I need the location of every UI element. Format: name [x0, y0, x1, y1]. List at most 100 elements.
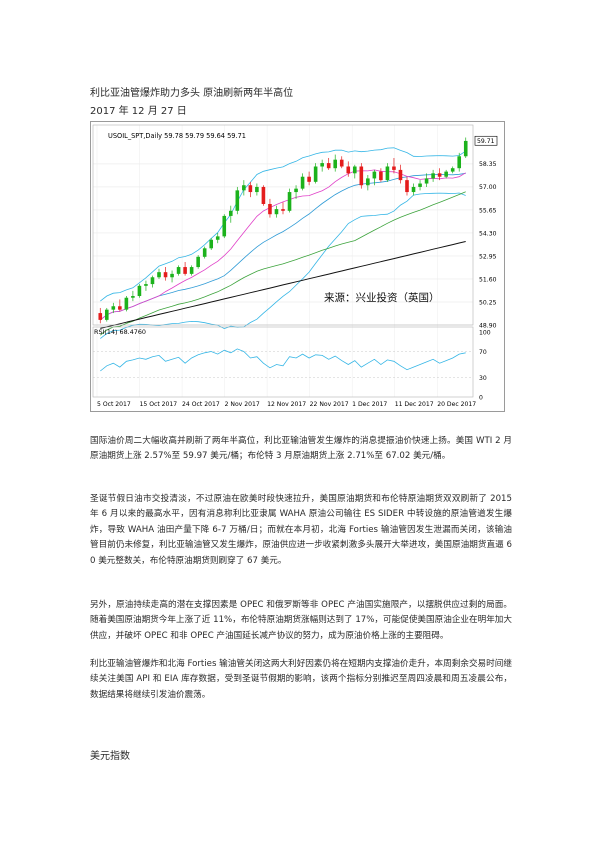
rsi-tick-label: 30 — [479, 375, 487, 382]
candle-up — [372, 171, 377, 179]
price-tick-label: 52.95 — [479, 253, 497, 260]
candle-up — [215, 236, 220, 240]
rsi-panel-border — [92, 326, 474, 398]
candle-up — [209, 239, 214, 249]
candle-down — [405, 180, 409, 193]
candle-up — [274, 209, 279, 215]
chart-title: USOIL_SPT,Daily 59.78 59.79 59.64 59.71 — [108, 132, 246, 140]
candle-down — [98, 313, 103, 320]
candle-down — [118, 306, 122, 310]
candle-down — [268, 203, 272, 215]
candle-down — [359, 166, 364, 186]
ma20-line — [100, 172, 466, 321]
rsi-tick-label: 100 — [479, 329, 491, 336]
candle-up — [228, 210, 233, 216]
price-tick-label: 54.30 — [479, 230, 497, 237]
candle-down — [248, 185, 253, 193]
candle-up — [150, 277, 155, 285]
indicator-lines — [100, 147, 466, 339]
long-ma-line — [100, 241, 466, 329]
time-tick-label: 1 Dec 2017 — [352, 401, 387, 408]
candle-up — [242, 185, 246, 191]
current-price-label: 59.71 — [477, 138, 495, 145]
paragraph-4: 利比亚输油管爆炸和北海 Forties 输油管关闭这两大利好因素仍将在短期内支撑… — [90, 659, 512, 700]
candle-up — [300, 176, 305, 189]
price-tick-label: 57.00 — [479, 184, 497, 191]
price-tick-label: 51.60 — [479, 276, 497, 283]
candle-down — [326, 163, 331, 169]
candle-up — [418, 183, 422, 187]
candle-up — [189, 267, 194, 274]
candle-up — [444, 171, 448, 177]
candle-down — [346, 166, 351, 174]
candle-up — [137, 285, 142, 297]
candle-up — [255, 186, 259, 193]
candle-up — [320, 163, 324, 167]
time-tick-label: 2 Nov 2017 — [225, 401, 260, 408]
time-tick-label: 12 Nov 2017 — [267, 401, 306, 408]
time-tick-label: 11 Dec 2017 — [395, 401, 434, 408]
ma10-line — [100, 169, 466, 321]
price-tick-label: 48.90 — [479, 322, 497, 329]
rsi-series-line — [100, 348, 466, 372]
price-tick-label: 58.35 — [479, 161, 497, 168]
article-title: 利比亚油管爆炸助力多头 原油刷新两年半高位 — [90, 88, 294, 99]
candle-up — [157, 272, 161, 278]
candle-down — [307, 176, 311, 182]
section-heading-usd-index: 美元指数 — [90, 751, 130, 762]
time-tick-label: 24 Oct 2017 — [182, 401, 220, 408]
paragraph-2: 圣诞节假日油市交投清淡，不过原油在欧美时段快速拉升，美国原油期货和布伦特原油期货… — [90, 494, 512, 566]
rsi-grid — [93, 351, 473, 378]
candle-up — [235, 190, 240, 211]
candle-down — [398, 169, 403, 181]
candle-up — [124, 297, 129, 310]
ma40-line — [100, 191, 466, 336]
price-tick-label: 55.65 — [479, 207, 497, 214]
candle-down — [339, 159, 344, 167]
time-tick-label: 5 Oct 2017 — [97, 401, 131, 408]
axes: 59.71 58.35 57.00 55.65 54.30 52.95 51.60 50.25… — [92, 124, 498, 408]
candle-down — [163, 272, 168, 278]
candle-up — [176, 267, 181, 274]
chart-watermark: 来源：兴业投资（英国） — [324, 291, 440, 304]
candle-up — [333, 159, 338, 169]
time-tick-label: 20 Dec 2017 — [437, 401, 476, 408]
rsi-line — [100, 348, 466, 372]
candle-up — [111, 306, 116, 310]
candle-up — [313, 166, 318, 182]
candle-up — [411, 186, 416, 193]
price-panel-border — [92, 124, 474, 326]
candle-up — [287, 192, 292, 211]
time-tick-label: 15 Oct 2017 — [140, 401, 178, 408]
candle-up — [385, 166, 390, 181]
candle-up — [294, 188, 298, 193]
candle-up — [424, 178, 429, 184]
price-chart: 59.71 58.35 57.00 55.65 54.30 52.95 51.60 50.25… — [90, 121, 505, 412]
candle-up — [131, 296, 135, 298]
price-tick-label: 50.25 — [479, 299, 497, 306]
candle-up — [196, 256, 200, 268]
candle-up — [431, 173, 435, 179]
current-price-box — [474, 135, 498, 146]
paragraph-3: 另外，原油持续走高的潜在支撑因素是 OPEC 和俄罗斯等非 OPEC 产油国实施… — [90, 600, 512, 641]
candle-down — [379, 171, 383, 181]
candle-up — [222, 215, 227, 237]
candle-up — [450, 168, 455, 172]
candle-down — [437, 173, 442, 177]
time-tick-label: 22 Nov 2017 — [310, 401, 349, 408]
price-chart-svg: 59.71 58.35 57.00 55.65 54.30 52.95 51.60 50.25… — [90, 121, 505, 412]
candle-down — [281, 209, 285, 211]
candle-down — [183, 267, 187, 274]
candle-down — [261, 186, 266, 204]
paragraph-1: 国际油价周二大幅收高并刷新了两年半高位，利比亚输油管发生爆炸的消息提振油价快速上… — [90, 436, 512, 462]
candle-up — [457, 156, 462, 169]
candle-up — [104, 309, 109, 320]
candle-up — [202, 248, 207, 257]
candle-up — [170, 273, 174, 278]
article-date: 2017 年 12 月 27 日 — [90, 106, 187, 117]
candle-up — [463, 140, 468, 157]
candle-up — [366, 178, 370, 186]
candle-up — [144, 284, 148, 286]
candles — [98, 137, 468, 324]
candle-down — [392, 166, 396, 170]
